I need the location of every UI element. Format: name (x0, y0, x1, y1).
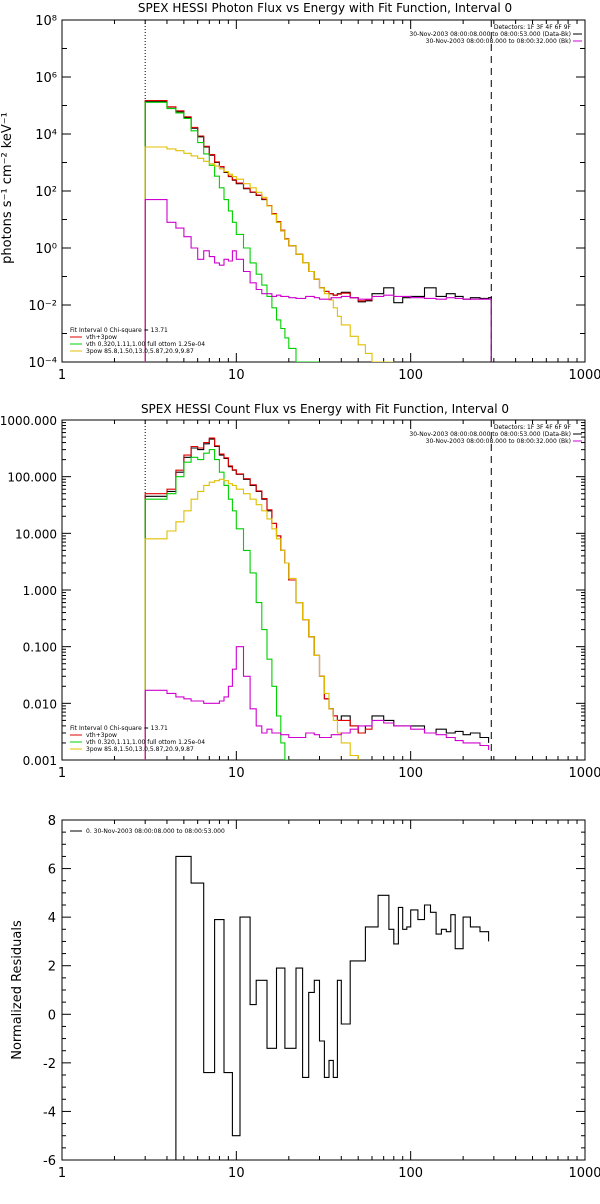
residuals-series-0 (145, 855, 490, 1160)
count-flux-series-0 (144, 438, 490, 760)
photon-flux-legend-left-item: Fit Interval 0 Chi-square = 13.71 (70, 327, 168, 334)
photon-flux-series-4 (144, 199, 492, 362)
photon-flux-ytick-label: 10⁴ (35, 128, 57, 143)
photon-flux-ytick-label: 10² (35, 185, 57, 200)
photon-flux-legend-right-item: 30-Nov-2003 08:00:08.000 to 08:00:32.000… (426, 38, 571, 45)
count-flux-series-4 (144, 646, 490, 760)
count-flux-legend-right-item: 30-Nov-2003 08:00:08.000 to 08:00:32.000… (426, 438, 571, 445)
photon-flux-ytick-label: 10⁻⁴ (28, 356, 57, 371)
residuals-ytick-label: 6 (48, 863, 56, 878)
residuals-ytick-label: -6 (43, 1154, 56, 1169)
count-flux-legend-right-item: Detectors: 1F 3F 4F 6F 9F (494, 424, 572, 431)
photon-flux-series-0 (144, 100, 492, 362)
count-flux-ytick-label: 0.001 (23, 754, 57, 768)
count-flux-legend-left-item: 3pow 85.8,1.50,13.0,5.87,20.9,9.87 (86, 746, 194, 753)
residuals-panel: Normalized Residuals 1 10 100 1000 -6 -4 -2 0 2 4… (10, 814, 600, 1181)
photon-flux-xtick-label: 100 (398, 368, 423, 383)
count-flux-xtick-label: 10 (228, 766, 245, 781)
photon-flux-ytick-label: 10⁻² (28, 299, 57, 314)
count-flux-xtick-label: 1000 (568, 766, 600, 781)
count-flux-series-3 (144, 478, 359, 760)
residuals-xtick-label: 100 (398, 1166, 423, 1181)
count-flux-ytick-label: 100.000 (7, 471, 57, 485)
count-flux-legend-left-item: vth 0.320,1.11,1.00 full ottom 1.25e-04 (86, 739, 205, 746)
photon-flux-series-group (144, 99, 492, 362)
residuals-ytick-label: 8 (48, 814, 56, 829)
count-flux-ytick-label: 1000.000 (0, 414, 57, 428)
photon-flux-series-3 (144, 146, 394, 362)
photon-flux-legend-right-item: 30-Nov-2003 08:00:08.000 to 08:00:53.000… (409, 31, 571, 38)
photon-flux-legend-left-item: 3pow 85.8,1.50,13.0,5.87,20.9,9.87 (86, 348, 194, 355)
photon-flux-xtick-label: 1000 (568, 368, 600, 383)
count-flux-ytick-label: 0.100 (23, 641, 57, 655)
photon-flux-series-1 (144, 99, 373, 362)
photon-flux-frame (61, 19, 586, 363)
count-flux-xtick-label: 100 (398, 766, 423, 781)
count-flux-series-2 (144, 449, 289, 760)
residuals-ytick-label: 0 (48, 1008, 56, 1023)
count-flux-panel: SPEX HESSI Count Flux vs Energy with Fit… (0, 402, 600, 781)
residuals-ytick-label: -2 (43, 1057, 56, 1072)
count-flux-ytick-label: 10.000 (15, 527, 57, 541)
photon-flux-xtick-label: 1 (58, 368, 66, 383)
photon-flux-ytick-label: 10⁸ (35, 14, 57, 29)
count-flux-title: SPEX HESSI Count Flux vs Energy with Fit… (141, 402, 509, 416)
residuals-ytick-label: -4 (43, 1105, 56, 1120)
count-flux-ytick-label: 1.000 (23, 584, 57, 598)
count-flux-legend-right-item: 30-Nov-2003 08:00:08.000 to 08:00:53.000… (409, 431, 571, 438)
residuals-ytick-label: 4 (48, 911, 56, 926)
residuals-legend-left-item: 0. 30-Nov-2003 08:00:08.000 to 08:00:53.… (86, 828, 225, 835)
count-flux-legend-left-item: vth+3pow (86, 732, 117, 739)
count-flux-frame (61, 419, 586, 761)
residuals-series-group (145, 855, 490, 1160)
photon-flux-title: SPEX HESSI Photon Flux vs Energy with Fi… (138, 1, 512, 15)
residuals-ylabel: Normalized Residuals (10, 920, 25, 1060)
residuals-frame (61, 819, 586, 1161)
photon-flux-series-2 (144, 101, 320, 362)
count-flux-xtick-label: 1 (58, 766, 66, 781)
count-flux-series-1 (144, 437, 373, 760)
count-flux-legend-left-item: Fit Interval 0 Chi-square = 13.71 (70, 725, 168, 732)
photon-flux-legend-left-item: vth+3pow (86, 334, 117, 341)
photon-flux-legend-right-item: Detectors: 1F 3F 4F 6F 9F (494, 24, 572, 31)
residuals-ytick-label: 2 (48, 960, 56, 975)
count-flux-ytick-label: 0.010 (23, 697, 57, 711)
residuals-xtick-label: 10 (228, 1166, 245, 1181)
photon-flux-xtick-label: 10 (228, 368, 245, 383)
photon-flux-ytick-label: 10⁰ (35, 242, 57, 257)
count-flux-series-group (144, 437, 490, 760)
photon-flux-legend-left-item: vth 0.320,1.11,1.00 full ottom 1.25e-04 (86, 341, 205, 348)
residuals-xtick-label: 1 (58, 1166, 66, 1181)
residuals-xtick-label: 1000 (568, 1166, 600, 1181)
photon-flux-panel: SPEX HESSI Photon Flux vs Energy with Fi… (0, 1, 600, 383)
photon-flux-ytick-label: 10⁶ (35, 71, 57, 86)
photon-flux-ylabel: photons s⁻¹ cm⁻² keV⁻¹ (0, 112, 15, 264)
